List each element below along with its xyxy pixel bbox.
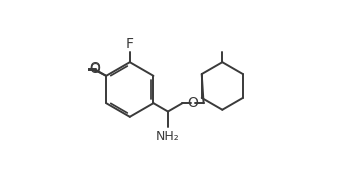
Text: NH₂: NH₂ <box>156 130 180 143</box>
Text: F: F <box>126 37 134 51</box>
Text: O: O <box>89 61 100 75</box>
Text: O: O <box>187 96 198 110</box>
Text: O: O <box>89 62 100 76</box>
